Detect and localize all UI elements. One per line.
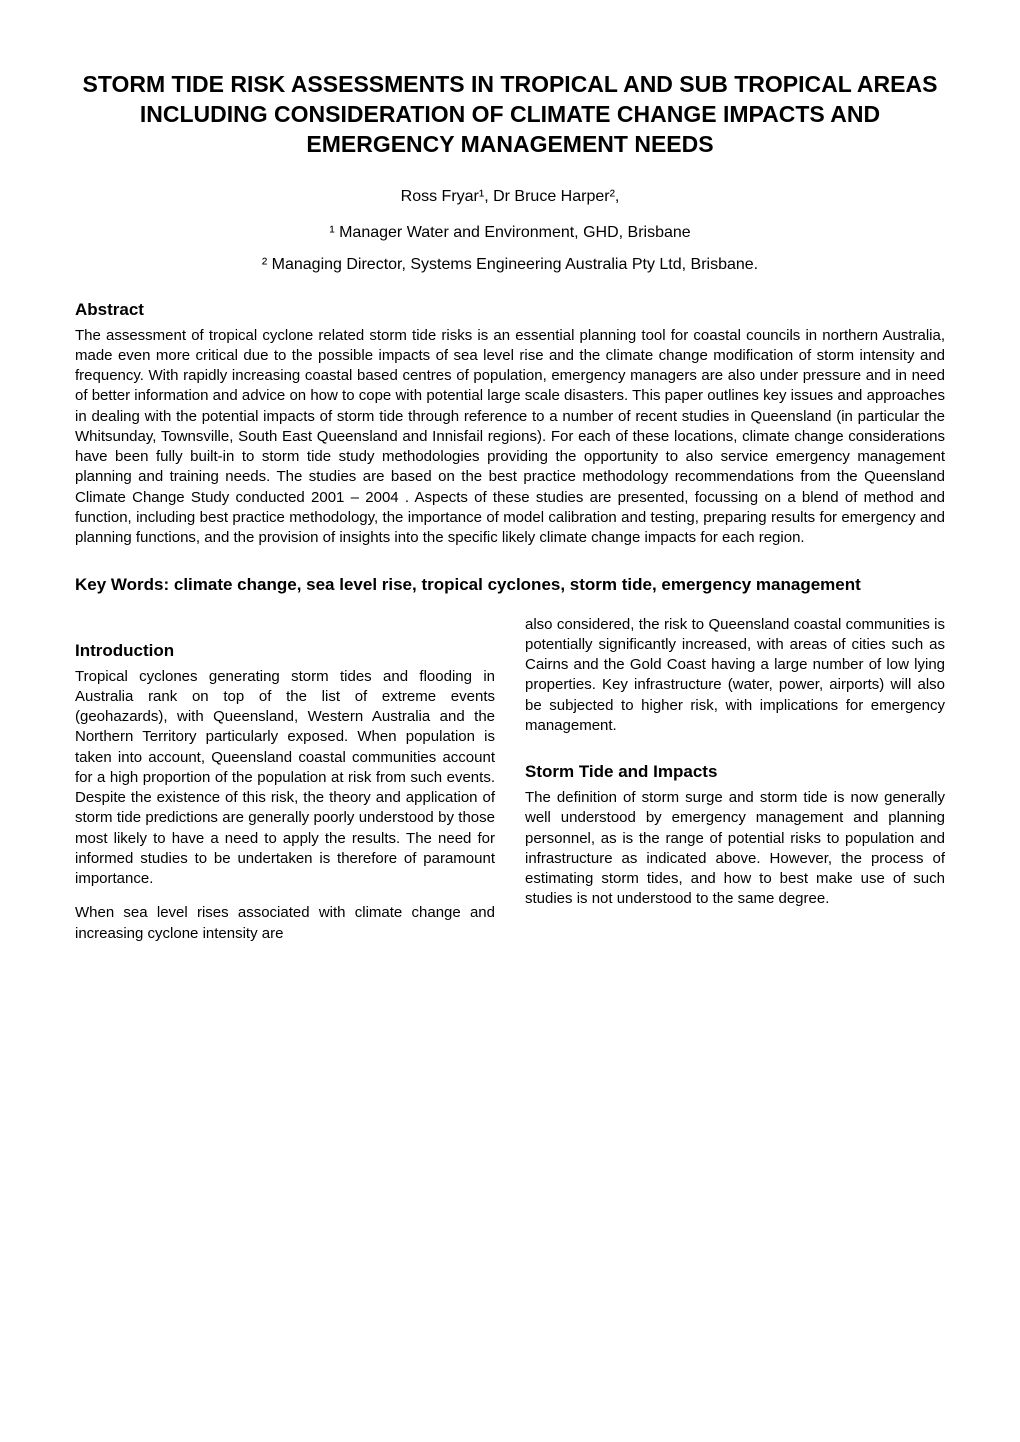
col2-p2: The definition of storm surge and storm … (525, 788, 945, 910)
introduction-p2: When sea level rises associated with cli… (75, 903, 495, 944)
abstract-heading: Abstract (75, 300, 945, 320)
affiliation-1: ¹ Manager Water and Environment, GHD, Br… (75, 224, 945, 242)
keywords-heading: Key Words: climate change, sea level ris… (75, 574, 945, 596)
paper-title: STORM TIDE RISK ASSESSMENTS IN TROPICAL … (75, 70, 945, 160)
introduction-p1: Tropical cyclones generating storm tides… (75, 667, 495, 890)
col2-p1: also considered, the risk to Queensland … (525, 615, 945, 737)
authors-line: Ross Fryar¹, Dr Bruce Harper², (75, 188, 945, 206)
introduction-heading: Introduction (75, 641, 495, 661)
column-left: Introduction Tropical cyclones generatin… (75, 615, 495, 958)
storm-tide-heading: Storm Tide and Impacts (525, 762, 945, 782)
affiliation-2: ² Managing Director, Systems Engineering… (75, 256, 945, 274)
two-column-body: Introduction Tropical cyclones generatin… (75, 615, 945, 958)
column-right: also considered, the risk to Queensland … (525, 615, 945, 958)
abstract-text: The assessment of tropical cyclone relat… (75, 326, 945, 549)
